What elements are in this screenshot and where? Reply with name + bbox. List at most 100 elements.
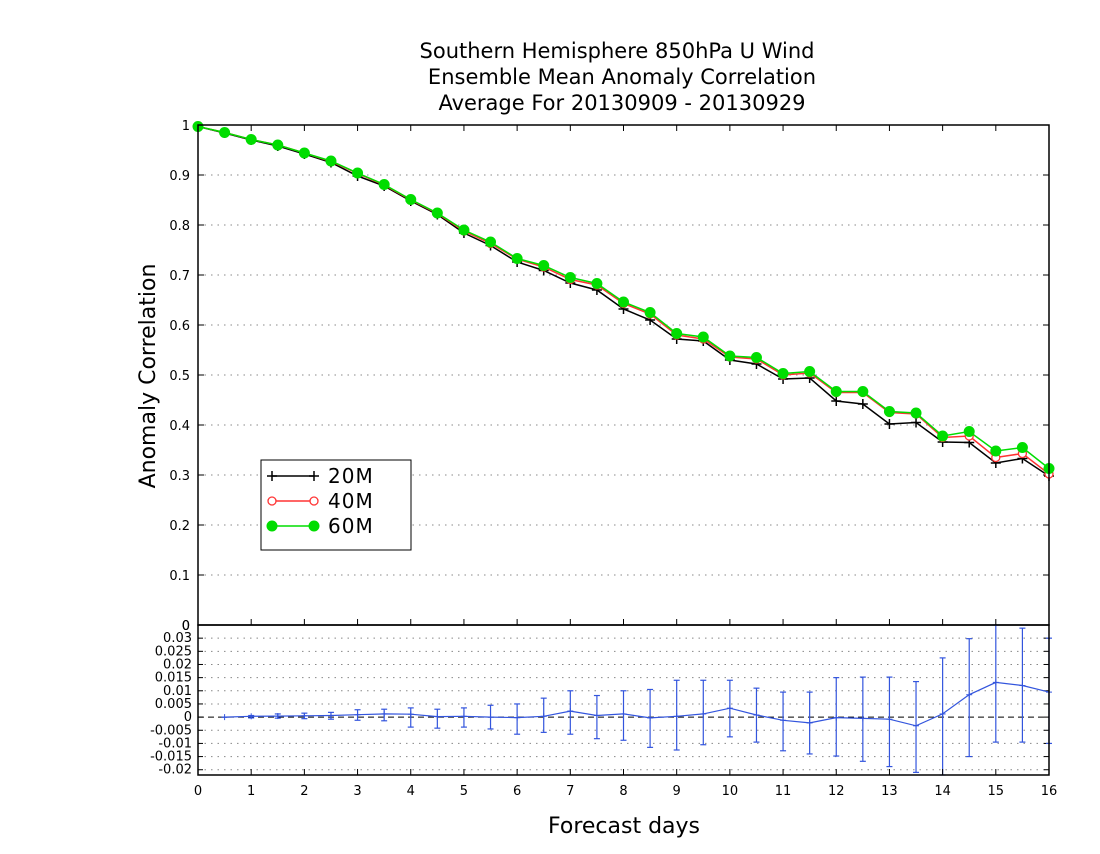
difference-line bbox=[224, 681, 1050, 727]
legend-label-40m: 40M bbox=[328, 489, 374, 513]
x-tick-label: 9 bbox=[673, 784, 681, 799]
point-60m bbox=[405, 194, 417, 205]
x-tick-label: 3 bbox=[353, 784, 361, 799]
point-60m bbox=[431, 207, 443, 219]
x-tick-label: 8 bbox=[619, 784, 627, 799]
difference-point bbox=[248, 713, 255, 720]
difference-point bbox=[780, 717, 787, 724]
point-60m bbox=[697, 331, 709, 343]
top-y-tick-label: 0 bbox=[182, 619, 190, 634]
bottom-y-tick-label: -0.02 bbox=[158, 763, 192, 778]
difference-point bbox=[567, 708, 574, 715]
point-20m bbox=[831, 396, 842, 406]
difference-point bbox=[700, 710, 707, 717]
point-60m bbox=[937, 430, 949, 442]
point-60m bbox=[724, 350, 736, 362]
bottom-y-tick-label: 0 bbox=[184, 710, 192, 725]
difference-point bbox=[620, 710, 627, 717]
top-series-group bbox=[192, 121, 1055, 481]
top-y-tick-label: 1 bbox=[182, 119, 190, 134]
point-20m bbox=[884, 419, 895, 429]
difference-point bbox=[806, 719, 813, 726]
x-tick-label: 2 bbox=[300, 784, 308, 799]
point-60m bbox=[910, 407, 922, 419]
top-y-tick-label: 0.6 bbox=[169, 319, 190, 334]
point-60m bbox=[511, 253, 523, 264]
point-60m bbox=[485, 236, 497, 248]
title-line-1: Southern Hemisphere 850hPa U Wind bbox=[420, 39, 815, 63]
difference-point bbox=[327, 712, 334, 719]
x-axis-ticks: 0 1 2 3 4 5 6 7 8 9 10 11 12 13 14 15 16 bbox=[194, 125, 1057, 799]
difference-point bbox=[434, 713, 441, 720]
difference-point bbox=[726, 705, 733, 712]
bottom-y-tick-label: -0.015 bbox=[150, 750, 192, 765]
top-y-tick-label: 0.7 bbox=[169, 269, 190, 284]
legend-label-60m: 60M bbox=[328, 514, 374, 538]
x-tick-label: 7 bbox=[566, 784, 574, 799]
top-y-tick-label: 0.8 bbox=[169, 219, 190, 234]
point-60m bbox=[538, 260, 550, 271]
bottom-y-tick-label: -0.005 bbox=[150, 723, 192, 738]
legend-label-20m: 20M bbox=[328, 464, 374, 488]
point-60m bbox=[352, 167, 364, 179]
point-60m bbox=[245, 134, 257, 145]
bottom-y-ticks: 0.030.0250.020.0150.010.0050-0.005-0.01-… bbox=[150, 619, 1049, 778]
point-60m bbox=[458, 224, 470, 236]
legend-marker-60m bbox=[308, 520, 320, 532]
bottom-series-group bbox=[221, 624, 1052, 776]
difference-point bbox=[647, 714, 654, 721]
difference-point bbox=[913, 722, 920, 729]
point-60m bbox=[990, 445, 1002, 457]
point-60m bbox=[591, 278, 603, 289]
difference-point bbox=[381, 710, 388, 717]
point-60m bbox=[378, 179, 390, 190]
difference-point bbox=[407, 711, 414, 718]
difference-point bbox=[354, 711, 361, 718]
difference-point bbox=[966, 691, 973, 698]
point-60m bbox=[325, 155, 337, 167]
point-60m bbox=[750, 352, 762, 363]
point-60m bbox=[830, 386, 842, 397]
x-tick-label: 6 bbox=[513, 784, 521, 799]
bottom-y-tick-label: 0.03 bbox=[163, 631, 192, 646]
bottom-y-tick-label: 0.01 bbox=[163, 684, 192, 699]
point-60m bbox=[777, 368, 789, 379]
difference-point bbox=[886, 716, 893, 723]
point-60m bbox=[1016, 442, 1028, 453]
top-y-tick-label: 0.4 bbox=[169, 419, 190, 434]
bottom-y-tick-label: 0.02 bbox=[163, 657, 192, 672]
legend-marker-40m bbox=[267, 496, 277, 506]
difference-point bbox=[859, 715, 866, 722]
legend-marker-40m bbox=[309, 496, 319, 506]
chart-title: Southern Hemisphere 850hPa U Wind Ensemb… bbox=[420, 39, 817, 115]
difference-point bbox=[514, 714, 521, 721]
point-60m bbox=[857, 386, 869, 397]
difference-point bbox=[460, 713, 467, 720]
x-tick-label: 14 bbox=[934, 784, 951, 799]
legend-marker-60m bbox=[266, 520, 278, 532]
x-tick-label: 15 bbox=[988, 784, 1005, 799]
point-60m bbox=[804, 366, 816, 377]
difference-point bbox=[753, 712, 760, 718]
x-tick-label: 16 bbox=[1041, 784, 1058, 799]
point-60m bbox=[883, 406, 895, 417]
x-tick-label: 12 bbox=[828, 784, 845, 799]
point-20m bbox=[911, 417, 922, 428]
point-60m bbox=[963, 426, 975, 437]
x-tick-label: 13 bbox=[881, 784, 898, 799]
top-y-tick-label: 0.9 bbox=[169, 169, 190, 184]
point-60m bbox=[671, 328, 683, 339]
point-60m bbox=[644, 307, 656, 318]
bottom-y-tick-label: 0.005 bbox=[155, 697, 192, 712]
x-tick-label: 1 bbox=[247, 784, 255, 799]
difference-point bbox=[221, 714, 228, 721]
x-tick-label: 5 bbox=[460, 784, 468, 799]
x-tick-label: 11 bbox=[775, 784, 792, 799]
difference-point bbox=[593, 712, 600, 719]
y-axis-label: Anomaly Correlation bbox=[136, 264, 161, 489]
point-20m bbox=[857, 399, 868, 409]
point-60m bbox=[272, 139, 284, 151]
